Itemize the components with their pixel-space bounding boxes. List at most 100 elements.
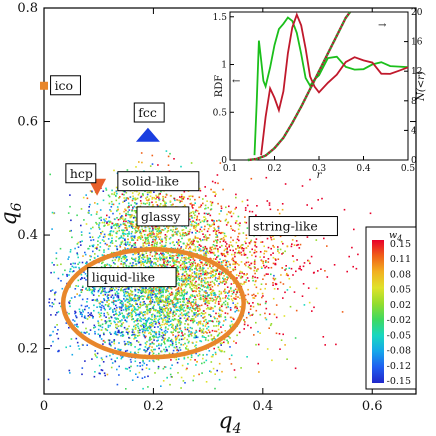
data-point [232,268,235,271]
data-point [116,317,118,320]
data-point [260,241,262,243]
data-point [181,293,184,296]
data-point [116,248,119,251]
data-point [136,365,139,367]
data-point [122,223,125,225]
data-point [125,233,127,235]
data-point [153,326,156,328]
data-point [176,227,178,230]
data-point [139,196,142,199]
data-point [148,257,150,260]
data-point [71,265,74,268]
data-point [185,348,187,350]
data-point [182,380,185,382]
data-point [187,327,189,329]
data-point [156,297,158,299]
data-point [98,313,101,316]
data-point [231,253,233,256]
data-point [97,333,100,335]
data-point [263,274,266,277]
data-point [152,290,155,292]
data-point [128,226,131,228]
data-point [299,267,301,270]
data-point [295,309,298,312]
data-point [104,264,106,266]
data-point [149,298,152,300]
data-point [226,276,228,278]
data-point [77,263,79,265]
data-point [197,283,200,286]
data-point [52,330,54,333]
data-point [235,262,237,264]
data-point [94,253,96,255]
data-point [93,327,95,329]
data-point [124,290,127,293]
data-point [182,248,185,251]
data-point [166,301,169,304]
data-point [211,289,214,292]
data-point [137,322,139,325]
data-point [189,198,191,201]
data-point [220,207,223,210]
data-point [220,261,223,263]
data-point [72,319,74,321]
data-point [158,315,161,318]
data-point [253,334,255,336]
data-point [226,297,229,299]
data-point [295,240,298,242]
data-point [146,364,148,366]
data-point [138,334,141,337]
data-point [152,263,155,265]
data-point [263,245,265,248]
data-point [272,282,274,284]
data-point [171,364,173,366]
data-point [144,350,147,352]
data-point [184,268,187,271]
data-point [172,234,175,237]
data-point [248,210,251,213]
data-point [125,244,127,246]
data-point [202,249,205,252]
data-point [199,296,202,299]
data-point [189,259,192,261]
data-point [204,234,207,236]
data-point [128,341,130,343]
data-point [187,247,190,250]
data-point [107,248,110,250]
data-point [139,238,142,240]
data-point [182,260,184,263]
data-point [191,310,193,313]
data-point [148,202,151,204]
data-point [135,231,138,233]
data-point [309,262,311,265]
data-point [134,346,136,348]
data-point [153,304,155,307]
data-point [177,315,180,317]
data-point [307,259,309,262]
data-point [155,194,157,197]
data-point [120,223,122,226]
data-point [267,273,269,275]
data-point [170,331,172,333]
data-point [278,212,281,215]
data-point [254,243,257,246]
data-point [286,358,288,360]
data-point [153,316,156,318]
data-point [127,198,130,200]
data-point [138,257,141,260]
data-point [111,341,113,343]
data-point [137,348,140,351]
data-point [124,229,126,232]
data-point [116,313,118,316]
data-point [230,283,233,285]
data-point [216,220,218,222]
data-point [255,321,257,324]
data-point [100,329,103,331]
data-point [189,278,192,280]
data-point [113,296,115,299]
data-point [125,331,128,333]
data-point [101,323,104,326]
data-point [256,205,258,207]
data-point [194,345,196,348]
data-point [219,273,222,276]
